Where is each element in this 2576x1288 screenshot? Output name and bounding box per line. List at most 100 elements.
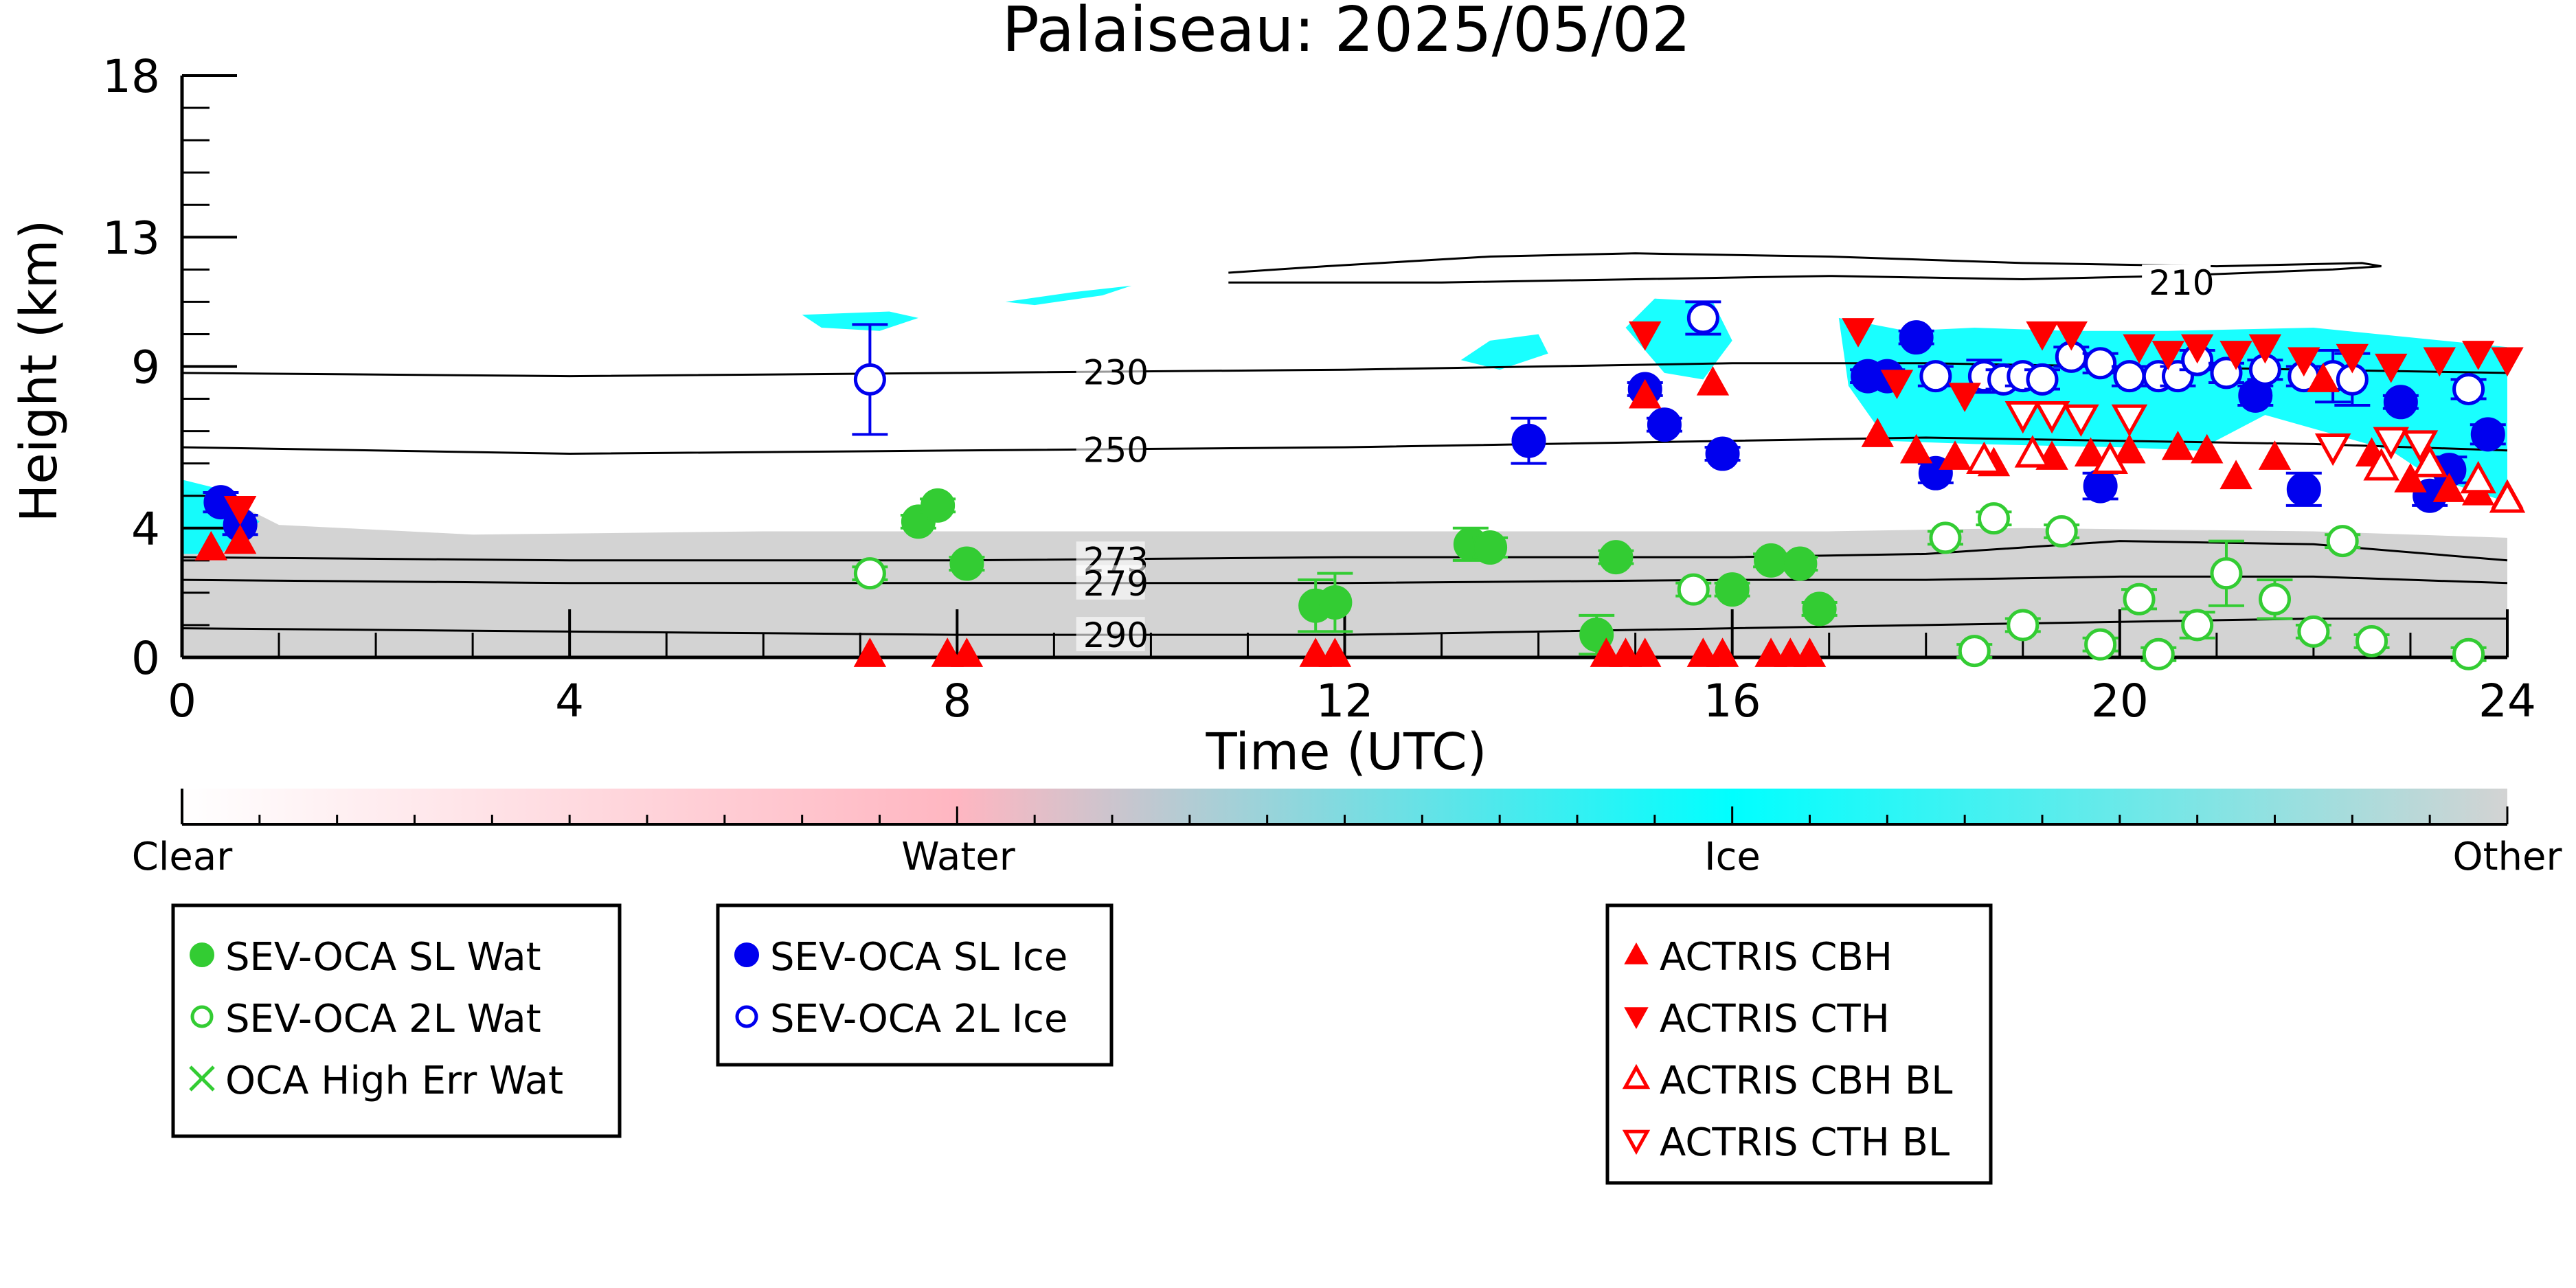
legend-label-sev-oca-sl-wat: SEV-OCA SL Wat bbox=[225, 935, 541, 980]
marker-sev-oca-2l-wat bbox=[2210, 557, 2243, 590]
marker-sev-oca-sl-wat bbox=[1754, 543, 1789, 578]
legend-label-sev-oca-sl-ice: SEV-OCA SL Ice bbox=[770, 935, 1067, 980]
marker-actris-cth bbox=[2491, 347, 2524, 377]
marker-actris-cth bbox=[1948, 383, 1981, 412]
marker-actris-cth-bl bbox=[2373, 427, 2409, 460]
legend-marker-oca-high-err-wat-stroke-b bbox=[189, 1065, 215, 1092]
marker-actris-cbh bbox=[2074, 437, 2108, 467]
marker-actris-cbh bbox=[223, 524, 257, 554]
marker-sev-oca-2l-ice bbox=[2113, 360, 2146, 393]
marker-actris-cth bbox=[223, 495, 257, 526]
legend-actris: ACTRIS CBH ACTRIS CTH ACTRIS CBH BL ACTRIS … bbox=[1605, 903, 1993, 1185]
y-tick-label: 18 bbox=[102, 50, 160, 103]
marker-sev-oca-2l-ice bbox=[2084, 347, 2117, 380]
contour-label-bg-290 bbox=[1076, 617, 1145, 652]
marker-actris-cth bbox=[2219, 341, 2252, 370]
marker-sev-oca-sl-ice bbox=[2383, 385, 2418, 420]
marker-sev-oca-sl-ice bbox=[1705, 436, 1740, 471]
colorbar-label-clear: Clear bbox=[132, 835, 233, 879]
contour-label-250: 250 bbox=[1083, 430, 1149, 470]
marker-actris-cbh bbox=[853, 637, 887, 667]
legend-marker-actris-cth-bl bbox=[1622, 1129, 1651, 1155]
legend-label-actris-cbh: ACTRIS CBH bbox=[1660, 935, 1893, 980]
marker-actris-cbh bbox=[1696, 365, 1730, 396]
data-markers bbox=[194, 300, 2526, 670]
marker-actris-cth-bl bbox=[2314, 433, 2351, 466]
marker-actris-cbh-bl bbox=[2489, 480, 2526, 513]
y-tick-label: 9 bbox=[131, 341, 160, 394]
legend-marker-sev-oca-sl-wat bbox=[190, 942, 214, 967]
marker-actris-cth bbox=[2180, 334, 2214, 364]
marker-actris-cbh bbox=[2219, 460, 2252, 490]
marker-actris-cth bbox=[2248, 334, 2282, 364]
marker-actris-cbh bbox=[1939, 440, 1971, 470]
marker-sev-oca-2l-wat bbox=[2452, 637, 2485, 670]
colorbar-label-other: Other bbox=[2452, 835, 2562, 879]
marker-actris-cbh-bl bbox=[2092, 441, 2128, 475]
contour-label-bg-210 bbox=[2142, 264, 2211, 300]
marker-sev-oca-sl-ice bbox=[2470, 417, 2505, 452]
marker-sev-oca-2l-ice bbox=[2452, 372, 2485, 405]
legend-water: SEV-OCA SL Wat SEV-OCA 2L Wat OCA High Err… bbox=[171, 903, 622, 1138]
contour-label-bg-250 bbox=[1076, 431, 1145, 466]
contour-line-210 bbox=[1228, 252, 2382, 284]
legend-marker-oca-high-err-wat bbox=[189, 1065, 215, 1092]
legend-marker-sev-oca-sl-ice bbox=[734, 942, 759, 967]
contour-label-210: 210 bbox=[2149, 263, 2214, 303]
marker-sev-oca-2l-ice bbox=[1919, 360, 1952, 393]
marker-actris-cbh-bl bbox=[2363, 448, 2399, 481]
marker-actris-cbh-bl bbox=[2460, 461, 2496, 494]
marker-actris-cbh bbox=[1318, 637, 1352, 667]
y-tick-label: 0 bbox=[131, 632, 160, 685]
x-tick-label: 12 bbox=[1316, 675, 1374, 727]
marker-sev-oca-sl-ice bbox=[1511, 423, 1546, 458]
contour-line-273 bbox=[181, 540, 2508, 562]
marker-actris-cth bbox=[2055, 321, 2088, 351]
marker-sev-oca-sl-ice bbox=[2286, 472, 2321, 507]
marker-sev-oca-sl-ice bbox=[1899, 320, 1934, 355]
legend-marker-actris-cbh-bl bbox=[1622, 1063, 1651, 1089]
marker-sev-oca-sl-ice bbox=[2083, 468, 2118, 504]
marker-sev-oca-2l-ice bbox=[1686, 302, 1719, 335]
marker-sev-oca-sl-wat bbox=[1802, 591, 1837, 626]
marker-sev-oca-2l-wat bbox=[1958, 635, 1991, 668]
marker-sev-oca-sl-ice bbox=[1647, 407, 1682, 442]
marker-sev-oca-2l-wat bbox=[2355, 624, 2388, 657]
legend-marker-sev-oca-2l-wat bbox=[190, 1005, 214, 1028]
marker-actris-cbh-bl bbox=[1966, 441, 2002, 475]
marker-actris-cbh bbox=[2258, 440, 2292, 470]
marker-actris-cth-bl bbox=[2063, 404, 2099, 437]
legend-marker-sev-oca-2l-ice bbox=[735, 1005, 758, 1028]
marker-actris-cbh bbox=[2191, 433, 2224, 464]
marker-actris-cth bbox=[2123, 334, 2156, 364]
marker-actris-cbh bbox=[2432, 473, 2466, 502]
x-tick-label: 8 bbox=[942, 675, 971, 727]
y-axis-label: Height (km) bbox=[10, 220, 69, 523]
marker-actris-cth bbox=[1880, 370, 1914, 400]
marker-actris-cbh bbox=[1793, 637, 1827, 667]
marker-sev-oca-2l-wat bbox=[2142, 637, 2175, 670]
marker-sev-oca-2l-ice bbox=[853, 363, 886, 396]
marker-actris-cth bbox=[2151, 341, 2185, 370]
contour-label-bg-230 bbox=[1076, 354, 1145, 389]
marker-actris-cbh-bl bbox=[2411, 444, 2448, 477]
marker-sev-oca-2l-wat bbox=[1929, 521, 1962, 554]
marker-sev-oca-2l-wat bbox=[2326, 525, 2359, 558]
marker-actris-cth-bl bbox=[2004, 400, 2042, 434]
marker-actris-cth-bl bbox=[2033, 400, 2070, 434]
marker-actris-cbh bbox=[1629, 637, 1662, 667]
marker-sev-oca-sl-wat bbox=[1598, 540, 1634, 575]
marker-sev-oca-2l-wat bbox=[853, 557, 886, 590]
x-tick-label: 0 bbox=[168, 675, 196, 727]
contour-label-279: 279 bbox=[1083, 564, 1149, 604]
x-tick-label: 16 bbox=[1704, 675, 1761, 727]
marker-sev-oca-2l-wat bbox=[2007, 609, 2040, 642]
x-axis-label: Time (UTC) bbox=[1205, 723, 1487, 782]
contour-label-290: 290 bbox=[1083, 615, 1149, 655]
colorbar: Clear Water Ice Other bbox=[132, 789, 2562, 879]
marker-actris-cth-bl bbox=[2111, 404, 2148, 437]
plot-axes: 0 4 9 13 18 0 4 8 12 16 20 24 bbox=[102, 50, 2536, 727]
contour-label-bg-279 bbox=[1076, 565, 1145, 600]
legend-marker-actris-cbh bbox=[1624, 942, 1649, 964]
